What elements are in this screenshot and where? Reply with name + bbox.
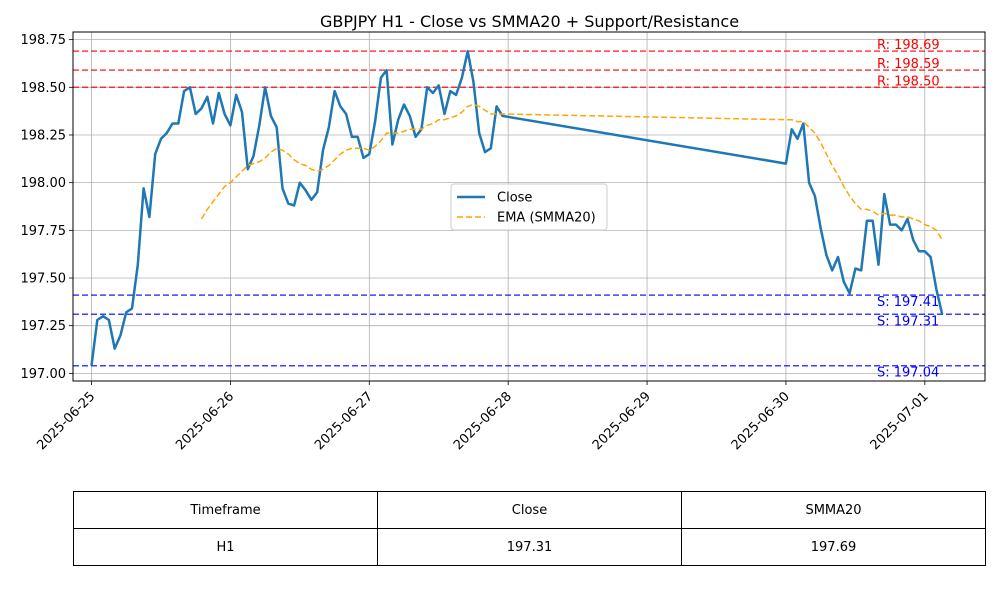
- support-label: S: 197.31: [877, 314, 939, 329]
- legend-label: Close: [497, 191, 532, 206]
- table-row: H1 197.31 197.69: [73, 528, 986, 566]
- table-cell: 197.31: [377, 528, 682, 566]
- table-cell: 197.69: [681, 528, 986, 566]
- table-header-row: Timeframe Close SMMA20: [73, 491, 986, 529]
- y-tick-label: 197.00: [21, 367, 67, 382]
- x-tick-label: 2025-06-25: [34, 389, 98, 453]
- resistance-label: R: 198.69: [877, 38, 940, 53]
- summary-table: Timeframe Close SMMA20 H1 197.31 197.69: [73, 491, 986, 566]
- y-tick-label: 197.25: [21, 319, 67, 334]
- x-tick-label: 2025-06-30: [729, 389, 793, 453]
- x-tick-label: 2025-06-27: [312, 389, 376, 453]
- smma-series-line: [200, 103, 943, 241]
- y-tick-label: 197.50: [21, 272, 67, 287]
- table-cell: H1: [73, 528, 378, 566]
- chart-title: GBPJPY H1 - Close vs SMMA20 + Support/Re…: [320, 12, 739, 31]
- x-tick-label: 2025-06-28: [451, 389, 515, 453]
- table-header: SMMA20: [681, 491, 986, 529]
- close-series-line: [90, 49, 944, 366]
- table-header: Close: [377, 491, 682, 529]
- resistance-label: R: 198.50: [877, 74, 940, 89]
- resistance-label: R: 198.59: [877, 57, 940, 72]
- y-tick-label: 198.25: [21, 128, 67, 143]
- support-label: S: 197.41: [877, 295, 939, 310]
- plot-frame: [72, 31, 986, 382]
- y-tick-label: 198.50: [21, 81, 67, 96]
- x-tick-label: 2025-06-29: [590, 389, 654, 453]
- legend-label: EMA (SMMA20): [497, 211, 596, 226]
- support-label: S: 197.04: [877, 366, 939, 381]
- x-tick-label: 2025-06-26: [173, 389, 237, 453]
- x-tick-label: 2025-07-01: [868, 389, 932, 453]
- y-tick-label: 198.75: [21, 33, 67, 48]
- y-tick-label: 198.00: [21, 176, 67, 191]
- table-header: Timeframe: [73, 491, 378, 529]
- chart: GBPJPY H1 - Close vs SMMA20 + Support/Re…: [21, 12, 986, 453]
- y-tick-label: 197.75: [21, 224, 67, 239]
- legend-box: [450, 183, 608, 231]
